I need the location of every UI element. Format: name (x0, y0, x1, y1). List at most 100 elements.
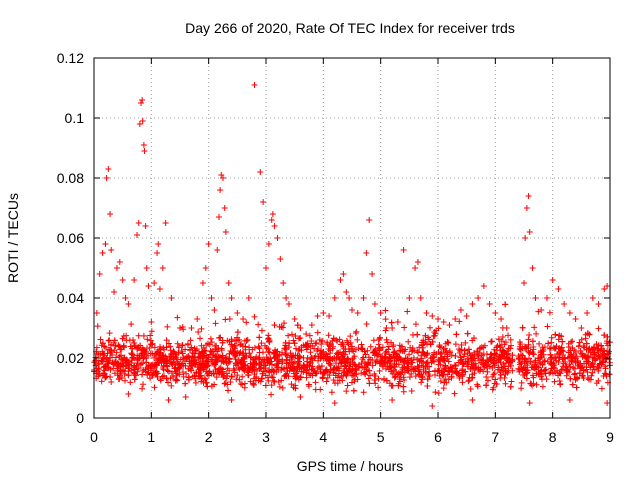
data-point (414, 356, 421, 363)
data-point (120, 332, 127, 339)
data-point (579, 372, 586, 379)
data-point (362, 351, 369, 358)
data-point (546, 345, 553, 352)
data-point (394, 319, 401, 325)
data-point (401, 324, 408, 331)
data-point (155, 241, 162, 247)
data-point (164, 363, 171, 370)
y-tick-label: 0.02 (57, 350, 84, 366)
data-point (488, 357, 495, 364)
data-point (445, 358, 452, 365)
data-point (238, 341, 245, 348)
data-point (197, 365, 204, 372)
data-point (258, 375, 265, 382)
data-point (255, 321, 262, 328)
data-point (309, 366, 316, 373)
data-point (532, 295, 539, 301)
data-point (544, 323, 551, 330)
data-point (365, 375, 372, 382)
data-point (115, 342, 122, 349)
data-point (217, 353, 224, 360)
data-point (326, 342, 333, 349)
data-point (389, 397, 396, 403)
data-point (418, 352, 425, 359)
data-point (281, 373, 288, 380)
data-point (484, 365, 491, 372)
data-point (277, 256, 284, 262)
data-point (139, 97, 146, 103)
data-point (405, 366, 412, 373)
data-point (112, 359, 119, 365)
data-point (423, 310, 430, 316)
data-point (167, 347, 174, 354)
data-point (322, 354, 329, 361)
data-point (375, 375, 382, 382)
data-point (103, 175, 110, 181)
data-point (268, 382, 275, 389)
data-point (132, 372, 139, 379)
data-point (226, 367, 233, 374)
data-point (535, 364, 542, 371)
data-point (538, 368, 545, 375)
data-point (117, 372, 124, 379)
data-point (140, 346, 147, 353)
data-point (439, 371, 446, 378)
data-point (339, 356, 346, 363)
data-point (572, 316, 579, 322)
data-point (282, 342, 289, 349)
data-point (244, 336, 251, 343)
data-point (271, 354, 278, 361)
data-point (523, 345, 530, 352)
data-point (440, 385, 447, 392)
data-point (580, 375, 587, 382)
data-point (100, 369, 107, 376)
data-point (265, 332, 272, 339)
data-point (414, 348, 421, 355)
data-point (251, 366, 258, 373)
data-point (222, 229, 229, 235)
data-point (294, 322, 301, 329)
data-point (391, 374, 398, 381)
data-point (369, 271, 376, 277)
data-point (496, 342, 503, 349)
data-point (139, 371, 146, 378)
data-point (196, 361, 203, 368)
data-point (588, 372, 595, 379)
data-point (314, 313, 321, 319)
data-point (536, 371, 543, 378)
data-point (524, 367, 531, 374)
data-point (333, 350, 340, 357)
data-point (409, 347, 416, 354)
data-point (207, 335, 214, 342)
data-point (266, 338, 273, 345)
data-point (350, 387, 357, 394)
data-point (294, 364, 301, 371)
data-point (117, 367, 124, 374)
data-point (155, 359, 162, 366)
data-point (465, 346, 472, 353)
data-point (349, 307, 355, 313)
data-point (444, 353, 451, 360)
data-point (226, 316, 233, 323)
data-point (312, 370, 319, 377)
data-point (280, 280, 287, 286)
data-point (351, 371, 358, 378)
data-point (351, 361, 358, 368)
data-point (539, 383, 546, 390)
y-tick-label: 0.06 (57, 230, 84, 246)
data-point (195, 369, 202, 376)
data-point (561, 301, 568, 307)
data-point (271, 322, 278, 329)
data-point (480, 344, 487, 351)
data-point (516, 361, 523, 368)
data-point (507, 336, 514, 343)
data-point (287, 350, 294, 357)
data-point (425, 371, 432, 378)
data-point (388, 382, 395, 389)
data-point (153, 370, 160, 377)
data-point (204, 340, 211, 347)
data-point (523, 370, 530, 377)
data-point (127, 379, 134, 386)
data-point (170, 374, 177, 381)
data-point (557, 380, 564, 387)
